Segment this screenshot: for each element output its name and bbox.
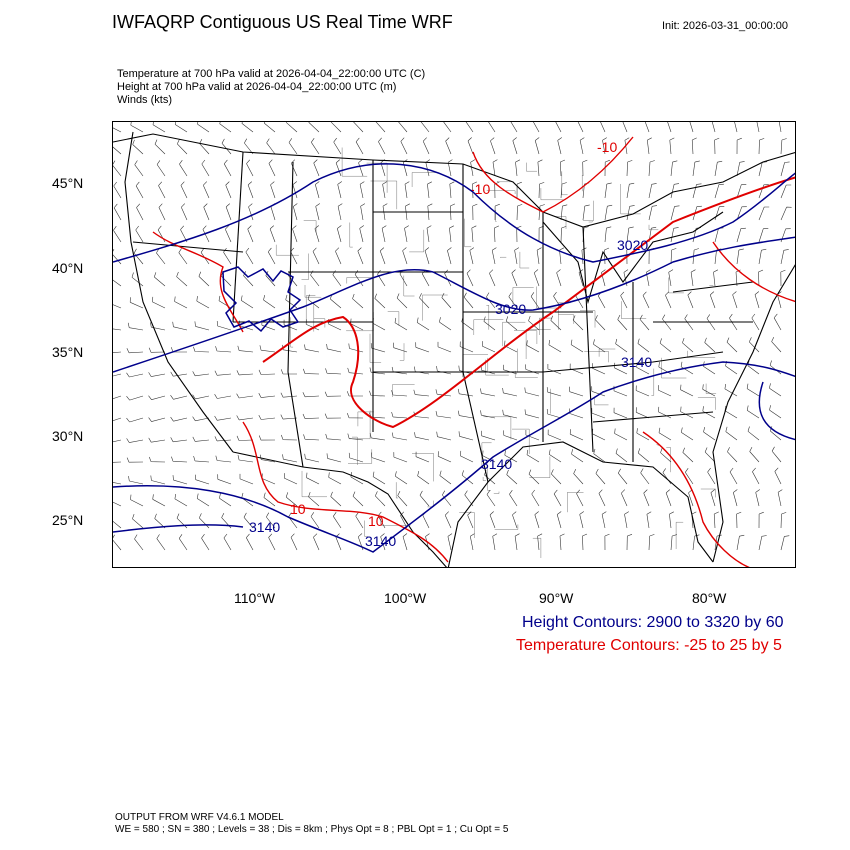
temperature-contour	[712, 241, 795, 303]
state-line	[672, 281, 754, 293]
height-contours: 3020 3020 3140 3140 3140 3140	[113, 163, 795, 553]
state-line	[232, 151, 244, 323]
temperature-contour	[262, 176, 795, 429]
subtitle-temperature: Temperature at 700 hPa valid at 2026-04-…	[117, 68, 426, 80]
height-label: 3140	[365, 533, 396, 549]
temperature-label: 10	[290, 501, 306, 517]
temperature-contour	[642, 431, 751, 567]
east-coast	[712, 264, 795, 563]
latitude-label-25n: 25°N	[52, 512, 84, 528]
west-coast	[124, 131, 234, 453]
state-line	[462, 164, 489, 483]
gulf-coast	[447, 441, 714, 567]
county-line-set	[276, 147, 717, 558]
height-contour	[113, 163, 795, 263]
wind-barbs	[113, 122, 792, 551]
longitude-label-90w: 90°W	[539, 590, 574, 606]
temperature-contour	[242, 421, 449, 563]
longitude-label-110w: 110°W	[234, 590, 276, 606]
latitude-label-35n: 35°N	[52, 344, 84, 360]
height-label: 3020	[617, 237, 648, 253]
longitude-label-100w: 100°W	[384, 590, 427, 606]
height-contour	[222, 266, 302, 333]
height-label: 3140	[621, 354, 652, 370]
county-boundaries	[276, 147, 717, 558]
temperature-label: -10	[597, 139, 617, 155]
state-line	[132, 241, 244, 253]
state-boundaries	[113, 131, 795, 567]
temperature-label: -10	[470, 181, 490, 197]
height-label: 3140	[249, 519, 280, 535]
subtitle-height: Height at 700 hPa valid at 2026-04-04_22…	[117, 81, 397, 93]
latitude-label-40n: 40°N	[52, 260, 84, 276]
temperature-contours: -10 -10 10 10	[152, 136, 795, 567]
height-contour-legend: Height Contours: 2900 to 3320 by 60	[522, 614, 784, 631]
map-canvas: -10 -10 10 10 3020 3020 3140 3140 3140 3…	[113, 122, 795, 567]
state-line	[582, 226, 594, 453]
state-line	[287, 161, 304, 468]
init-time: Init: 2026-03-31_00:00:00	[662, 20, 788, 32]
wind-barb-field	[113, 122, 792, 551]
mexico-border	[232, 451, 447, 567]
temperature-label: 10	[368, 513, 384, 529]
longitude-label-80w: 80°W	[692, 590, 727, 606]
model-footer-title: OUTPUT FROM WRF V4.6.1 MODEL	[115, 812, 284, 823]
height-label: 3140	[481, 456, 512, 472]
model-footer-settings: WE = 580 ; SN = 380 ; Levels = 38 ; Dis …	[115, 824, 509, 835]
state-line	[542, 351, 724, 373]
temperature-contour-legend: Temperature Contours: -25 to 25 by 5	[516, 637, 782, 654]
latitude-label-30n: 30°N	[52, 428, 84, 444]
height-label: 3020	[495, 301, 526, 317]
height-contour	[113, 381, 795, 533]
map-panel: -10 -10 10 10 3020 3020 3140 3140 3140 3…	[112, 121, 796, 568]
subtitle-winds: Winds (kts)	[117, 94, 172, 106]
height-contour	[113, 361, 795, 553]
map-title: IWFAQRP Contiguous US Real Time WRF	[112, 12, 453, 32]
latitude-label-45n: 45°N	[52, 175, 84, 191]
temperature-contour	[152, 231, 244, 333]
temperature-contour	[472, 136, 634, 213]
height-contour	[113, 236, 795, 373]
state-line	[592, 411, 714, 423]
